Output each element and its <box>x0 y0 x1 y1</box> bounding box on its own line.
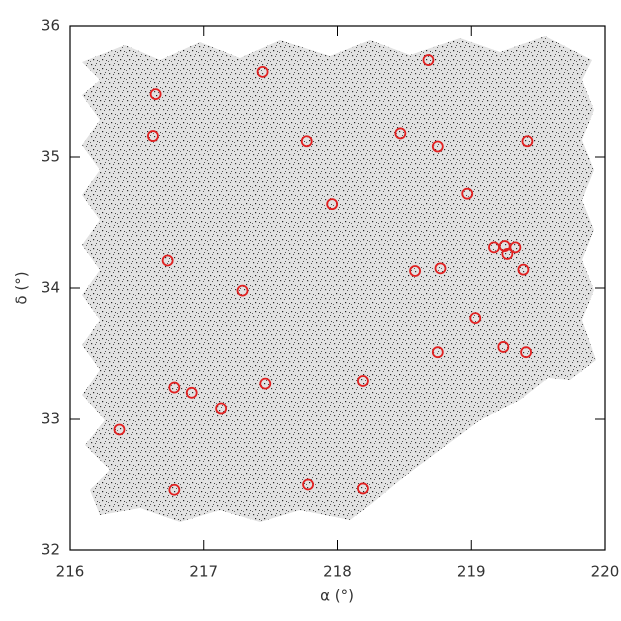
point-marker <box>357 375 369 387</box>
point-marker <box>469 312 482 325</box>
point-marker <box>168 483 181 496</box>
point-marker <box>520 346 532 359</box>
point-marker <box>431 140 444 153</box>
point-marker <box>302 478 314 491</box>
x-tick-label: 219 <box>457 563 486 581</box>
point-marker <box>236 284 249 297</box>
y-tick-label: 34 <box>41 279 60 297</box>
point-marker <box>300 135 313 148</box>
point-marker <box>434 262 447 275</box>
point-marker <box>501 248 514 260</box>
point-marker <box>497 341 510 353</box>
point-marker <box>422 54 435 66</box>
point-marker <box>256 65 269 78</box>
survey-footprint <box>82 36 596 522</box>
y-tick-label: 33 <box>41 410 60 428</box>
point-marker <box>185 386 198 399</box>
point-marker <box>326 198 339 211</box>
point-marker <box>521 135 534 148</box>
point-marker <box>215 402 228 415</box>
point-marker <box>161 254 174 267</box>
point-marker <box>394 127 407 140</box>
point-marker <box>149 88 162 101</box>
point-marker <box>357 482 369 495</box>
x-tick-label: 217 <box>189 563 218 581</box>
point-marker <box>147 130 159 142</box>
x-tick-label: 218 <box>323 563 352 581</box>
y-axis-label: δ (°) <box>13 271 31 304</box>
y-tick-label: 32 <box>41 541 60 559</box>
x-tick-label: 216 <box>56 563 85 581</box>
point-marker <box>517 263 530 276</box>
point-marker <box>113 423 126 436</box>
point-marker <box>509 241 522 254</box>
point-marker <box>431 346 444 359</box>
point-marker <box>168 381 181 394</box>
point-marker <box>409 265 421 277</box>
point-marker <box>259 377 272 390</box>
x-tick-label: 220 <box>591 563 620 581</box>
point-marker <box>461 187 474 200</box>
y-tick-label: 36 <box>41 17 60 35</box>
y-tick-label: 35 <box>41 148 60 166</box>
x-axis-label: α (°) <box>320 587 354 605</box>
